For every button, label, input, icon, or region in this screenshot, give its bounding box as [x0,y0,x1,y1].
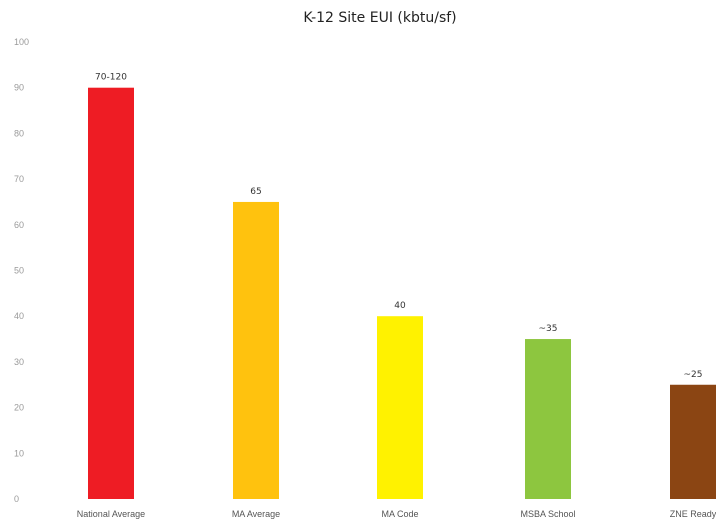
bars [88,87,716,499]
y-tick-label: 70 [14,174,24,184]
x-tick-label: ZNE Ready [670,509,716,519]
data-label: 65 [250,187,261,197]
bar-ma-code [377,316,423,499]
data-label: 40 [394,301,406,311]
data-label: 70-120 [95,73,127,83]
x-tick-label: MSBA School [520,509,575,519]
x-tick-label: MA Code [381,509,418,519]
y-axis: 0 10 20 30 40 50 60 70 80 90 100 [14,37,29,504]
y-tick-label: 20 [14,403,24,413]
y-tick-label: 30 [14,357,24,367]
y-tick-label: 90 [14,83,24,93]
x-tick-label: National Average [77,509,145,519]
data-label: ~35 [539,324,558,334]
data-label: ~25 [684,370,703,380]
bar-zne-ready [670,384,716,499]
x-axis: National Average MA Average MA Code MSBA Sc… [77,509,716,519]
y-tick-label: 100 [14,37,29,47]
y-tick-label: 80 [14,128,24,138]
y-tick-label: 50 [14,266,24,276]
y-tick-label: 0 [14,494,19,504]
bar-national-average [88,87,134,499]
chart-title: K-12 Site EUI (kbtu/sf) [303,10,456,26]
data-labels: 70-120 65 40 ~35 ~25 [95,73,702,380]
x-tick-label: MA Average [232,509,280,519]
bar-ma-average [233,201,279,499]
y-tick-label: 40 [14,311,24,321]
y-tick-label: 60 [14,220,24,230]
bar-msba-school [525,339,571,499]
y-tick-label: 10 [14,448,24,458]
